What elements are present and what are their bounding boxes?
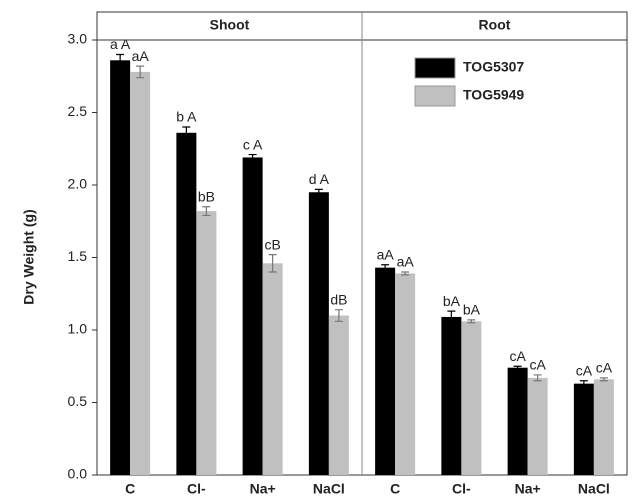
error-bar	[599, 377, 608, 382]
significance-label: b A	[176, 109, 197, 125]
y-tick-label: 1.5	[68, 248, 88, 264]
bar	[573, 383, 594, 475]
group-label: Shoot	[210, 17, 250, 33]
x-tick-label: NaCl	[578, 481, 610, 497]
bar	[375, 267, 396, 475]
error-bar	[248, 153, 257, 161]
significance-label: cA	[529, 357, 546, 373]
significance-label: bA	[443, 293, 461, 309]
y-tick-label: 1.0	[68, 321, 88, 337]
bar	[262, 263, 283, 475]
y-tick-label: 0.0	[68, 466, 88, 482]
legend-swatch	[414, 57, 456, 79]
error-bar	[182, 126, 191, 140]
y-tick-label: 0.5	[68, 393, 88, 409]
error-bar	[314, 188, 323, 196]
bar	[130, 71, 151, 476]
error-bar	[334, 309, 343, 322]
significance-label: c A	[243, 136, 263, 152]
bar	[328, 315, 349, 475]
significance-label: a A	[110, 36, 131, 52]
x-tick-label: Na+	[515, 481, 541, 497]
significance-label: aA	[132, 48, 150, 64]
significance-label: cB	[264, 236, 280, 252]
bar	[593, 379, 614, 475]
bar	[507, 367, 528, 475]
bar	[527, 377, 548, 475]
y-tick-label: 2.5	[68, 103, 88, 119]
significance-label: bA	[463, 302, 481, 318]
error-bar	[533, 374, 542, 382]
bar	[196, 211, 217, 475]
group-label: Root	[479, 17, 511, 33]
significance-label: d A	[309, 171, 330, 187]
error-bar	[136, 65, 145, 79]
significance-label: aA	[377, 246, 395, 262]
x-tick-label: C	[125, 481, 135, 497]
x-tick-label: C	[390, 481, 400, 497]
bar	[176, 132, 197, 476]
bar	[110, 60, 131, 476]
error-bar	[579, 380, 588, 388]
significance-label: cA	[576, 362, 593, 378]
legend-label: TOG5307	[463, 59, 524, 75]
x-tick-label: Na+	[250, 481, 276, 497]
error-bar	[268, 254, 277, 273]
error-bar	[447, 310, 456, 324]
significance-label: cA	[509, 348, 526, 364]
legend-label: TOG5949	[463, 87, 524, 103]
x-tick-label: Cl-	[452, 481, 471, 497]
error-bar	[513, 365, 522, 370]
y-axis-label: Dry Weight (g)	[21, 209, 37, 304]
bar	[308, 192, 329, 475]
bar	[242, 157, 263, 475]
y-tick-label: 3.0	[68, 31, 88, 47]
significance-label: dB	[330, 291, 347, 307]
error-bar	[202, 206, 211, 217]
x-tick-label: NaCl	[313, 481, 345, 497]
legend-swatch	[414, 85, 456, 107]
x-tick-label: Cl-	[187, 481, 206, 497]
error-bar	[116, 53, 125, 67]
error-bar	[401, 271, 410, 276]
error-bar	[467, 319, 476, 324]
significance-label: cA	[596, 360, 613, 376]
bar	[461, 321, 482, 475]
error-bar	[381, 264, 390, 272]
bar	[441, 316, 462, 475]
bar	[395, 273, 416, 475]
y-tick-label: 2.0	[68, 176, 88, 192]
significance-label: aA	[397, 254, 415, 270]
significance-label: bB	[198, 188, 215, 204]
